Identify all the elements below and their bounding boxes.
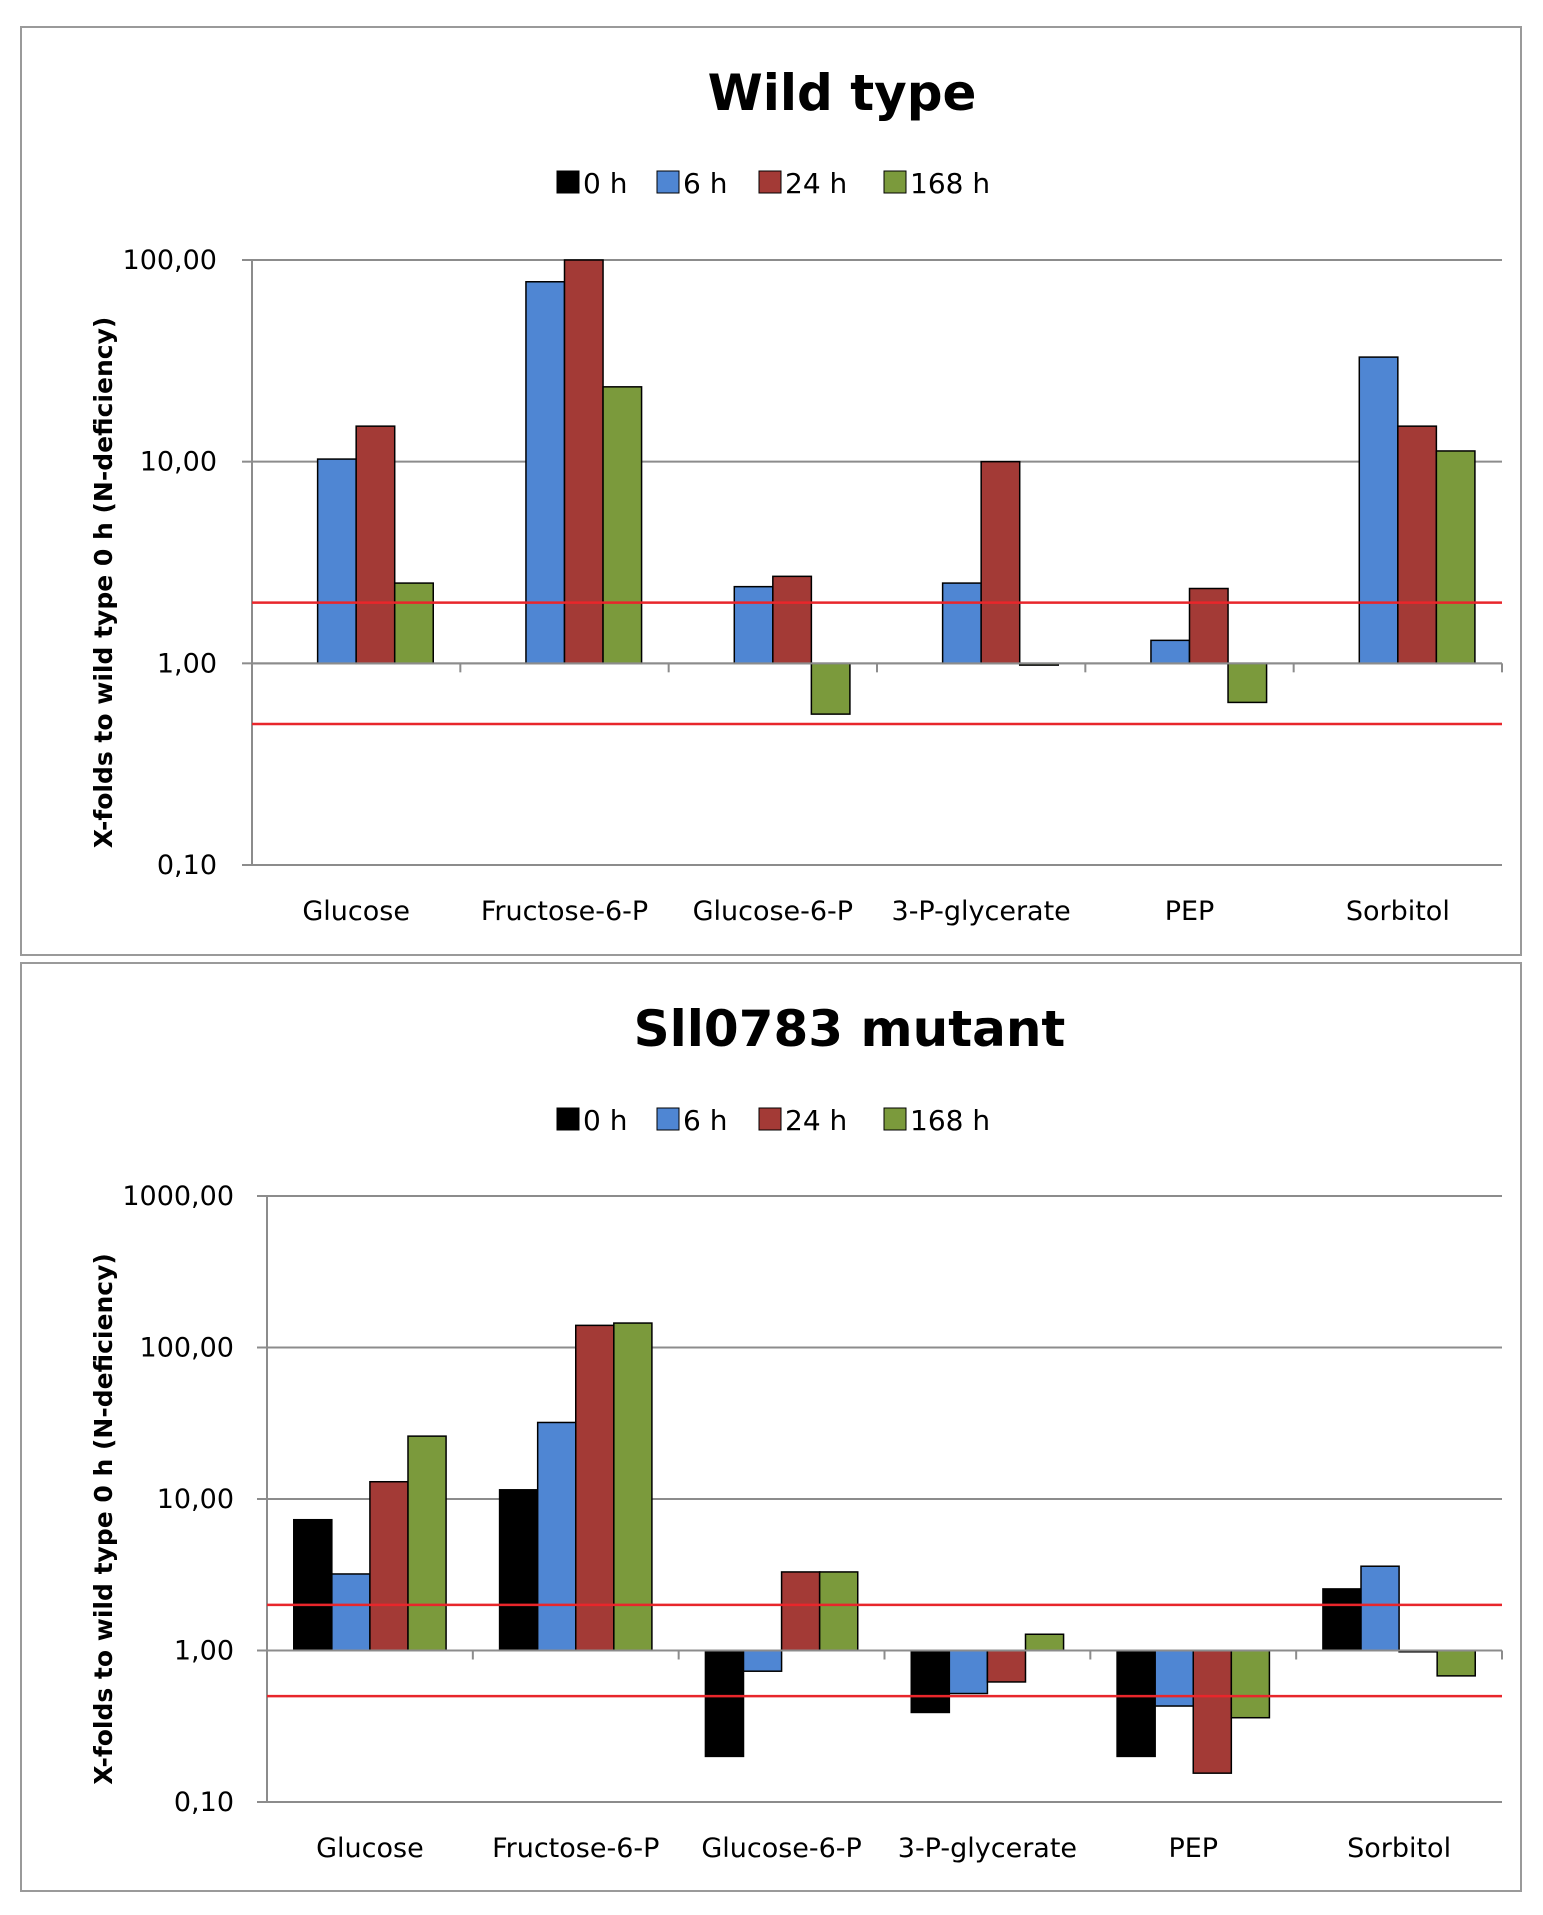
legend-swatch-6h (656, 1107, 680, 1131)
legend-label: 0 h (583, 167, 627, 200)
wild-type-chart-panel: Wild type 0 h 6 h 24 h 168 h 0,10 1,00 10,00 100… (20, 26, 1522, 956)
x-category-label: PEP (1165, 896, 1215, 927)
bar-pep-6h (1150, 639, 1191, 665)
bar-fructose-6-p-168h (613, 1322, 653, 1652)
bar-3-p-glycerate-24h (980, 460, 1021, 665)
chart-title: Sll0783 mutant (634, 1000, 1066, 1058)
y-tick-label: 1,00 (157, 648, 217, 679)
bar-fructose-6-p-6h (536, 1421, 577, 1652)
bar-3-p-glycerate-168h (1024, 1633, 1065, 1652)
bar-pep-6h (1154, 1649, 1194, 1707)
bar-sorbitol-6h (1358, 356, 1399, 665)
x-category-label: Glucose (316, 1833, 424, 1864)
legend-swatch-0h (556, 170, 580, 194)
y-tick-label: 10,00 (140, 447, 217, 478)
bar-sorbitol-168h (1436, 1649, 1476, 1677)
bar-glucose-168h (393, 582, 435, 665)
bar-3-p-glycerate-6h (948, 1649, 989, 1695)
bar-3-p-glycerate-6h (941, 582, 982, 665)
legend-label: 168 h (910, 1104, 990, 1137)
x-category-label: Fructose-6-P (492, 1833, 659, 1864)
legend-swatch-168h (883, 1107, 907, 1131)
y-tick-label: 10,00 (157, 1484, 234, 1515)
x-category-label: PEP (1168, 1833, 1218, 1864)
bar-pep-24h (1192, 1649, 1233, 1774)
mutant-chart-panel: Sll0783 mutant 0 h 6 h 24 h 168 h 0,10 1,00 10,… (20, 962, 1522, 1892)
legend-label: 6 h (683, 167, 727, 200)
bar-sorbitol-0h (1322, 1588, 1362, 1652)
chart-title: Wild type (708, 64, 977, 122)
legend-swatch-24h (758, 1107, 782, 1131)
legend-swatch-168h (883, 170, 907, 194)
legend-swatch-6h (656, 170, 680, 194)
y-tick-label: 0,10 (157, 850, 217, 881)
bar-glucose-6-p-24h (772, 575, 813, 665)
bar-glucose-6-p-0h (704, 1649, 745, 1758)
x-category-label: Glucose (302, 896, 410, 927)
legend-label: 0 h (583, 1104, 627, 1137)
legend-label: 6 h (683, 1104, 727, 1137)
bar-glucose-24h (355, 425, 396, 665)
y-tick-label: 0,10 (174, 1787, 234, 1818)
bar-sorbitol-24h (1397, 425, 1438, 665)
legend-label: 24 h (785, 167, 847, 200)
bar-fructose-6-p-24h (575, 1324, 615, 1652)
y-tick-label: 1,00 (174, 1636, 234, 1667)
y-axis-title: X-folds to wild type 0 h (N-deficiency) (89, 1253, 118, 1785)
legend-swatch-0h (556, 1107, 580, 1131)
bar-glucose-6-p-6h (733, 585, 774, 665)
bar-pep-168h (1227, 662, 1268, 704)
bar-fructose-6-p-0h (498, 1489, 539, 1652)
bar-glucose-24h (369, 1480, 409, 1652)
y-tick-label: 100,00 (123, 245, 217, 276)
bar-glucose-6-p-168h (810, 662, 851, 715)
bar-glucose-6h (316, 458, 357, 665)
legend-label: 24 h (785, 1104, 847, 1137)
x-category-label: Fructose-6-P (481, 896, 648, 927)
bar-fructose-6-p-6h (525, 281, 566, 665)
bar-glucose-6h (331, 1573, 371, 1652)
x-category-label: Glucose-6-P (701, 1833, 862, 1864)
bar-pep-168h (1230, 1649, 1271, 1719)
bar-glucose-6-p-168h (818, 1571, 859, 1652)
bar-pep-0h (1116, 1649, 1156, 1758)
bar-fructose-6-p-168h (602, 386, 643, 665)
x-category-label: Sorbitol (1346, 896, 1450, 927)
bar-sorbitol-168h (1435, 450, 1476, 665)
bar-pep-24h (1188, 587, 1229, 665)
sll0783-mutant-chart: Sll0783 mutant 0 h 6 h 24 h 168 h 0,10 1,00 10,… (89, 1000, 1503, 1864)
bar-glucose-0h (293, 1518, 333, 1652)
x-category-label: Glucose-6-P (693, 896, 854, 927)
y-tick-label: 100,00 (140, 1333, 234, 1364)
wild-type-chart: Wild type 0 h 6 h 24 h 168 h 0,10 1,00 10,00 100… (89, 64, 1503, 927)
x-category-label: 3-P-glycerate (898, 1833, 1077, 1864)
y-axis-title: X-folds to wild type 0 h (N-deficiency) (89, 317, 118, 849)
bar-3-p-glycerate-24h (986, 1649, 1027, 1683)
x-category-label: Sorbitol (1347, 1833, 1451, 1864)
legend-label: 168 h (910, 167, 990, 200)
legend-swatch-24h (758, 170, 782, 194)
bar-3-p-glycerate-0h (910, 1649, 951, 1714)
bar-glucose-168h (407, 1435, 447, 1652)
bar-glucose-6-p-6h (742, 1649, 783, 1672)
x-category-label: 3-P-glycerate (892, 896, 1071, 927)
bar-glucose-6-p-24h (780, 1571, 821, 1652)
y-tick-label: 1000,00 (122, 1181, 234, 1212)
bar-sorbitol-6h (1360, 1565, 1400, 1652)
